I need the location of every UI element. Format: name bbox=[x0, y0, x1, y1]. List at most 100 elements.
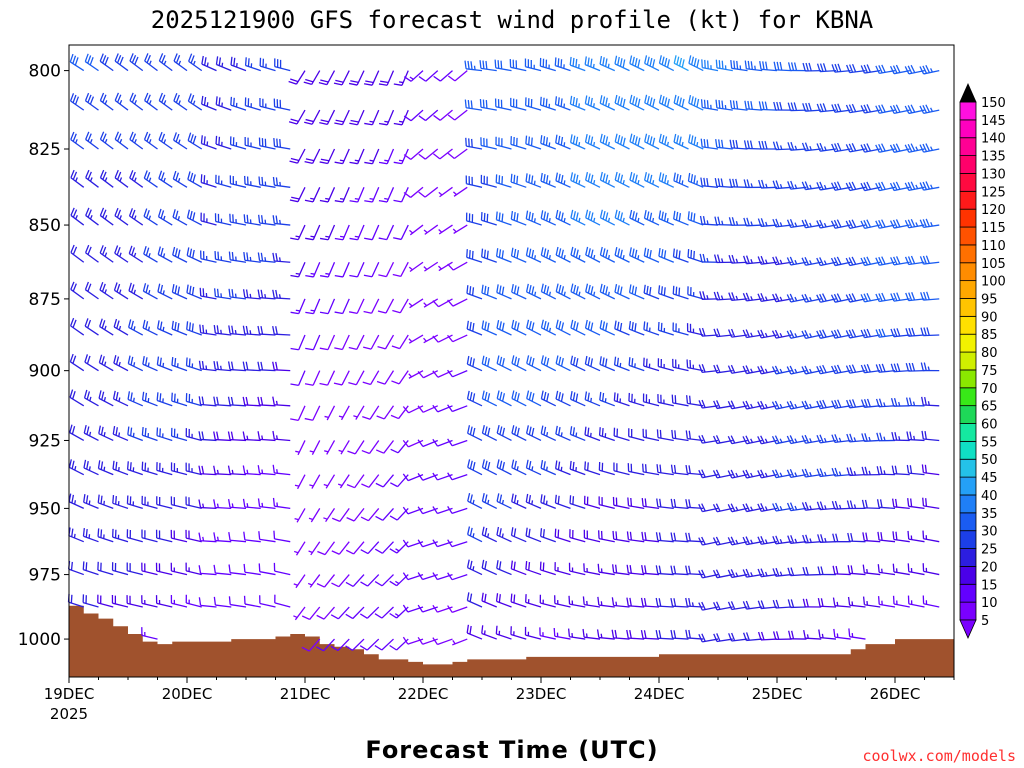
barb-full bbox=[611, 597, 615, 606]
barb-full bbox=[801, 330, 807, 339]
barb-full bbox=[634, 286, 638, 296]
barb-full bbox=[816, 330, 821, 339]
colorbar-min-arrow bbox=[959, 619, 977, 639]
barb-full bbox=[851, 181, 857, 190]
barb-full bbox=[201, 431, 205, 440]
wind-barb bbox=[713, 633, 733, 643]
barb-full bbox=[605, 174, 609, 183]
barb-full bbox=[602, 210, 606, 220]
wind-barb bbox=[200, 212, 217, 226]
barb-full bbox=[670, 464, 674, 473]
barb-full bbox=[172, 209, 176, 218]
wind-barb bbox=[447, 438, 468, 447]
barb-full bbox=[510, 210, 514, 220]
wind-barb bbox=[171, 320, 188, 336]
barb-full bbox=[878, 104, 883, 113]
barb-full bbox=[836, 329, 842, 338]
barb-full bbox=[375, 449, 385, 454]
barb-half bbox=[930, 107, 933, 112]
barb-half bbox=[735, 539, 739, 544]
barb-full bbox=[628, 284, 632, 293]
barb-staff bbox=[298, 370, 306, 386]
barb-full bbox=[907, 219, 913, 228]
wind-barb bbox=[801, 142, 822, 152]
barb-full bbox=[417, 604, 424, 613]
barb-full bbox=[890, 257, 895, 266]
barb-full bbox=[575, 286, 579, 295]
wind-barb bbox=[570, 209, 586, 226]
wind-barb bbox=[554, 562, 571, 576]
barb-staff bbox=[453, 148, 468, 160]
barb-full bbox=[74, 57, 79, 66]
barb-half bbox=[118, 361, 121, 367]
wind-barb bbox=[816, 399, 837, 410]
wind-barb bbox=[185, 428, 202, 442]
barb-full bbox=[786, 330, 792, 339]
wind-barb bbox=[272, 325, 291, 336]
wind-barb bbox=[214, 251, 232, 263]
barb-half bbox=[607, 254, 611, 260]
colorbar-tick-label: 85 bbox=[981, 328, 998, 343]
barb-staff bbox=[371, 298, 380, 314]
barb-full bbox=[112, 495, 115, 504]
barb-full bbox=[673, 598, 677, 607]
wind-barb bbox=[539, 96, 556, 111]
barb-full bbox=[789, 329, 795, 338]
barb-full bbox=[772, 293, 777, 302]
barb-full bbox=[257, 361, 261, 370]
wind-barb bbox=[228, 564, 247, 576]
barb-full bbox=[305, 118, 314, 123]
barb-half bbox=[261, 469, 264, 474]
barb-full bbox=[878, 398, 883, 407]
barb-full bbox=[845, 365, 851, 374]
barb-full bbox=[331, 582, 340, 588]
barb-full bbox=[99, 92, 105, 101]
colorbar-segment bbox=[959, 566, 977, 585]
wind-barb bbox=[273, 98, 291, 111]
barb-full bbox=[774, 469, 780, 478]
barb-full bbox=[102, 55, 107, 64]
barb-staff bbox=[383, 405, 395, 420]
wind-barb bbox=[481, 493, 498, 509]
barb-full bbox=[364, 122, 373, 126]
wind-barb bbox=[644, 133, 660, 150]
barb-full bbox=[658, 210, 662, 219]
barb-full bbox=[115, 356, 120, 365]
wind-barb bbox=[582, 628, 601, 640]
barb-full bbox=[146, 171, 151, 181]
wind-barb bbox=[273, 138, 291, 150]
barb-full bbox=[804, 181, 809, 190]
barb-full bbox=[757, 401, 762, 410]
wind-barb bbox=[243, 214, 261, 226]
wind-barb bbox=[403, 148, 424, 160]
barb-full bbox=[558, 173, 561, 183]
barb-full bbox=[646, 134, 650, 144]
barb-full bbox=[619, 322, 623, 332]
barb-full bbox=[661, 249, 664, 258]
barb-full bbox=[805, 102, 809, 112]
barb-staff bbox=[396, 507, 409, 521]
barb-full bbox=[72, 209, 78, 218]
barb-full bbox=[257, 289, 261, 298]
credit-link[interactable]: coolwx.com/models bbox=[862, 747, 1016, 765]
barb-full bbox=[661, 96, 665, 105]
barb-full bbox=[587, 96, 591, 105]
barb-full bbox=[117, 133, 122, 142]
wind-barb bbox=[85, 207, 99, 226]
barb-full bbox=[745, 600, 750, 609]
barb-full bbox=[257, 498, 261, 507]
colorbar-segment bbox=[959, 315, 977, 335]
barb-half bbox=[696, 180, 699, 185]
barb-full bbox=[658, 285, 661, 294]
barb-half bbox=[794, 538, 798, 543]
barb-half bbox=[578, 141, 581, 147]
wind-barb bbox=[200, 135, 217, 150]
wind-barb bbox=[540, 135, 556, 150]
barb-full bbox=[84, 92, 90, 101]
wind-barb bbox=[67, 593, 84, 608]
barb-full bbox=[629, 55, 633, 64]
barb-full bbox=[601, 392, 605, 402]
wind-barb bbox=[227, 361, 247, 372]
barb-full bbox=[160, 172, 165, 181]
barb-full bbox=[729, 139, 733, 148]
